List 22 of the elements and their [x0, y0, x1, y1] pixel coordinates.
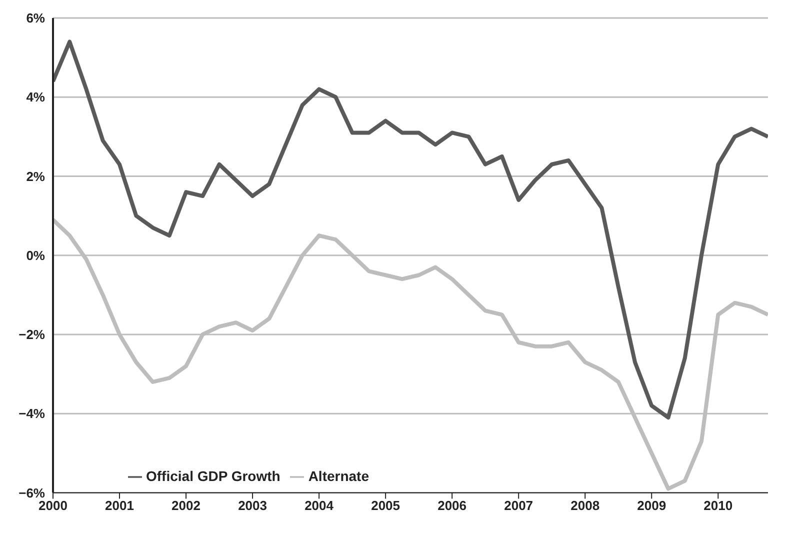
x-tick-label: 2008 — [570, 498, 600, 513]
x-tick-label: 2003 — [238, 498, 267, 513]
x-tick-label: 2006 — [438, 498, 467, 513]
y-tick-label: 0% — [26, 248, 46, 263]
y-tick-label: 4% — [26, 90, 46, 105]
line-series — [53, 218, 768, 491]
x-tick-label: 2005 — [371, 498, 400, 513]
line-series — [53, 40, 768, 420]
y-tick-label: 6% — [26, 10, 46, 26]
x-tick-label: 2004 — [304, 498, 334, 513]
y-tick-label: −2% — [18, 327, 46, 342]
legend-label: Official GDP Growth — [146, 468, 280, 484]
x-tick-label: 2001 — [105, 498, 134, 513]
legend-label: Alternate — [308, 468, 369, 484]
x-tick-label: 2010 — [704, 498, 733, 513]
x-tick-label: 2002 — [172, 498, 200, 513]
x-tick-label: 2009 — [637, 498, 666, 513]
y-tick-label: −6% — [18, 485, 46, 500]
x-tick-label: 2007 — [504, 498, 534, 513]
x-tick-label: 2000 — [38, 498, 68, 513]
y-tick-label: 2% — [26, 168, 46, 184]
y-tick-label: −4% — [18, 406, 46, 422]
